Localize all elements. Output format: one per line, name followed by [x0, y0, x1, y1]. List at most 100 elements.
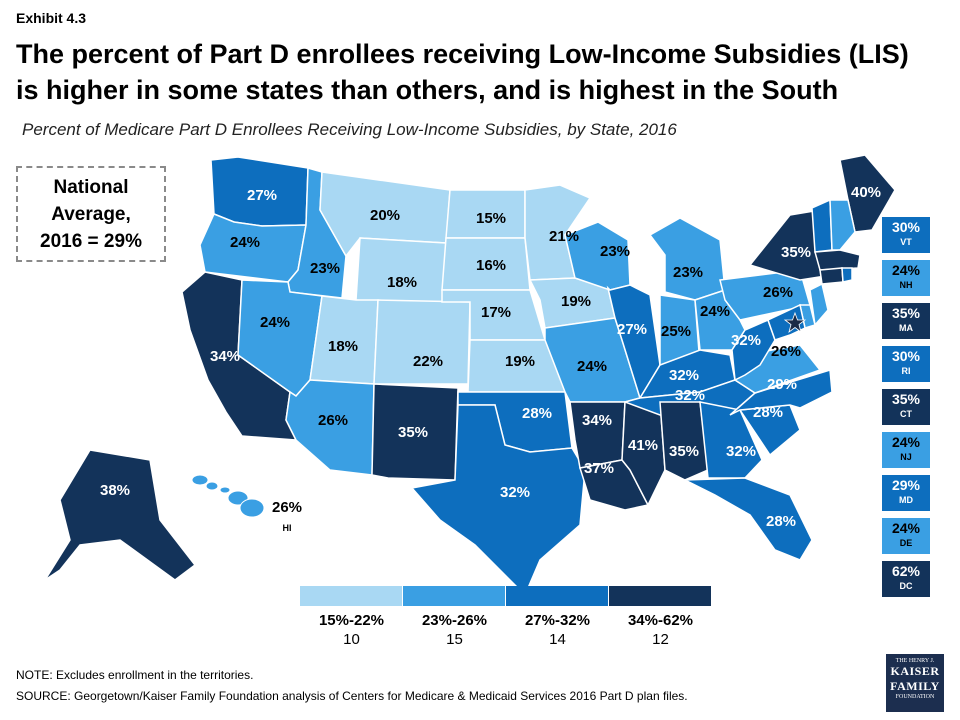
state-value-ar: 34%	[582, 412, 612, 429]
side-box-de: 24% DE	[881, 517, 931, 555]
state-value-ak: 38%	[100, 482, 130, 499]
state-hi-island	[205, 481, 219, 491]
legend-count: 15	[446, 631, 463, 648]
state-value-oh: 24%	[700, 303, 730, 320]
state-value-nv: 24%	[260, 314, 290, 331]
side-box-ct: 35% CT	[881, 388, 931, 426]
kff-logo: THE HENRY J. KAISER FAMILY FOUNDATION	[886, 654, 944, 712]
state-hi-island	[219, 486, 231, 494]
legend-swatch-3	[506, 586, 609, 606]
legend-swatch-1	[300, 586, 403, 606]
state-value-fl: 28%	[766, 513, 796, 530]
state-nj	[809, 282, 829, 327]
title-line-1: The percent of Part D enrollees receivin…	[16, 39, 909, 69]
side-box-abbr: MD	[899, 495, 913, 505]
side-box-vt: 30% VT	[881, 216, 931, 254]
side-box-value: 35%	[891, 391, 921, 407]
state-value-or: 24%	[230, 234, 260, 251]
legend-swatch-4	[609, 586, 712, 606]
state-value-va: 26%	[771, 343, 801, 360]
legend-range: 27%-32%	[524, 612, 591, 629]
state-value-ut: 18%	[328, 338, 358, 355]
state-co	[373, 299, 471, 385]
state-value-ne: 17%	[481, 304, 511, 321]
footnote: NOTE: Excludes enrollment in the territo…	[16, 668, 254, 682]
state-nh	[829, 199, 856, 251]
state-al	[659, 401, 709, 481]
state-value-il: 27%	[617, 321, 647, 338]
dc-star-icon	[783, 311, 807, 334]
state-value-id: 23%	[310, 260, 340, 277]
state-wv	[731, 318, 776, 382]
side-box-abbr: RI	[901, 366, 911, 376]
national-average-line-2: Average,	[51, 204, 131, 225]
subtitle: Percent of Medicare Part D Enrollees Rec…	[22, 120, 677, 139]
legend-item-3: 27%-32% 14	[506, 612, 609, 648]
state-value-nm: 35%	[398, 424, 428, 441]
state-value-ok: 28%	[522, 405, 552, 422]
state-value-la: 37%	[584, 460, 614, 477]
legend-count: 10	[343, 631, 360, 648]
legend-count: 12	[652, 631, 669, 648]
state-value-wi: 23%	[600, 243, 630, 260]
side-box-value: 24%	[891, 262, 921, 278]
legend-range: 23%-26%	[421, 612, 488, 629]
state-value-ky: 32%	[669, 367, 699, 384]
state-ri	[841, 267, 853, 283]
source-note: SOURCE: Georgetown/Kaiser Family Foundat…	[16, 689, 688, 703]
national-average-line-1: National	[53, 177, 129, 198]
state-value-in: 25%	[661, 323, 691, 340]
state-value-tx: 32%	[500, 484, 530, 501]
state-ga	[699, 401, 763, 479]
state-hi-island	[191, 474, 209, 486]
state-value-ga: 32%	[726, 443, 756, 460]
state-nm	[371, 383, 459, 481]
side-box-value: 24%	[891, 520, 921, 536]
side-box-value: 62%	[891, 563, 921, 579]
side-box-abbr: VT	[900, 237, 912, 247]
state-value-sd: 16%	[476, 257, 506, 274]
side-box-abbr: DE	[899, 538, 913, 548]
side-box-ri: 30% RI	[881, 345, 931, 383]
side-box-nj: 24% NJ	[881, 431, 931, 469]
state-value-pa: 26%	[763, 284, 793, 301]
state-abbr-hi: HI	[283, 523, 292, 533]
state-ma	[814, 249, 861, 271]
exhibit-label: Exhibit 4.3	[16, 10, 87, 26]
state-value-ny: 35%	[781, 244, 811, 261]
national-average-box: National Average, 2016 = 29%	[16, 166, 166, 262]
legend-range: 15%-22%	[318, 612, 385, 629]
state-value-az: 26%	[318, 412, 348, 429]
state-tx	[410, 404, 586, 597]
legend-item-1: 15%-22% 10	[300, 612, 403, 648]
state-value-hi: 26%	[272, 499, 302, 516]
side-box-abbr: DC	[899, 581, 913, 591]
legend-item-4: 34%-62% 12	[609, 612, 712, 648]
state-value-me: 40%	[851, 184, 881, 201]
side-box-value: 35%	[891, 305, 921, 321]
page-title: The percent of Part D enrollees receivin…	[16, 36, 946, 108]
state-value-wv: 32%	[731, 332, 761, 349]
legend-range: 34%-62%	[627, 612, 694, 629]
side-box-abbr: CT	[900, 409, 912, 419]
legend-item-2: 23%-26% 15	[403, 612, 506, 648]
state-value-mn: 21%	[549, 228, 579, 245]
state-value-nc: 29%	[767, 376, 797, 393]
state-ak	[44, 449, 197, 581]
state-value-ca: 34%	[210, 348, 240, 365]
state-hi-island	[239, 498, 265, 518]
state-mi	[648, 217, 726, 301]
title-line-2: is higher in some states than others, an…	[16, 75, 839, 105]
side-box-abbr: MA	[899, 323, 913, 333]
side-box-value: 30%	[891, 348, 921, 364]
state-fl	[684, 477, 813, 561]
state-value-tn: 32%	[675, 387, 705, 404]
side-box-nh: 24% NH	[881, 259, 931, 297]
state-ct	[819, 267, 844, 285]
side-box-dc: 62% DC	[881, 560, 931, 598]
state-value-ms: 41%	[628, 437, 658, 454]
state-value-al: 35%	[669, 443, 699, 460]
side-box-value: 29%	[891, 477, 921, 493]
side-box-abbr: NH	[899, 280, 913, 290]
